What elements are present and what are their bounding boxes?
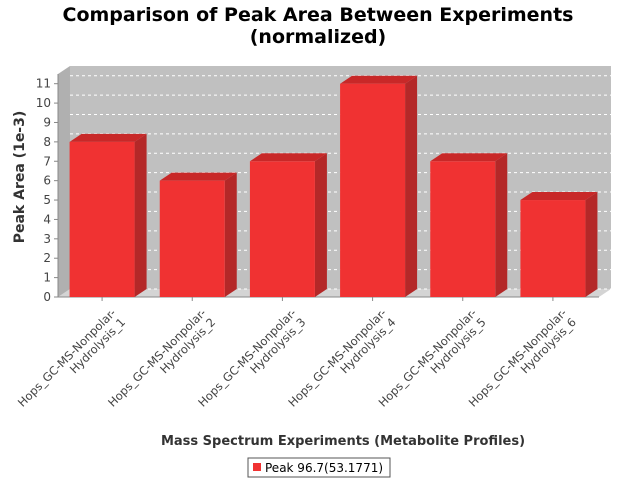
y-tick-label: 1 bbox=[43, 271, 51, 285]
bar bbox=[69, 141, 135, 297]
bar bbox=[430, 161, 496, 297]
bar-side bbox=[405, 75, 418, 298]
y-tick-label: 7 bbox=[43, 154, 51, 168]
y-tick-label: 5 bbox=[43, 193, 51, 207]
y-tick-label: 9 bbox=[43, 115, 51, 129]
x-tick-label-line: Hops_GC-MS-Nonpolar- bbox=[15, 306, 119, 410]
bar-side bbox=[224, 172, 237, 297]
legend-box bbox=[247, 457, 391, 478]
bar bbox=[340, 83, 406, 298]
bar-top bbox=[430, 153, 508, 162]
y-tick-label: 8 bbox=[43, 135, 51, 149]
y-tick-label: 6 bbox=[43, 174, 51, 188]
bar-top bbox=[249, 153, 327, 162]
y-axis-label: Peak Area (1e-3) bbox=[12, 111, 28, 244]
bar-top bbox=[69, 133, 147, 142]
legend-swatch bbox=[253, 463, 261, 471]
y-tick-label: 2 bbox=[43, 251, 51, 265]
y-tick-label: 4 bbox=[43, 212, 51, 226]
bar-top bbox=[340, 75, 418, 84]
chart-title: Comparison of Peak Area Between Experime… bbox=[63, 4, 574, 26]
y-tick-label: 11 bbox=[36, 77, 51, 91]
legend-label: Peak 96.7(53.1771) bbox=[265, 461, 383, 475]
bar bbox=[159, 180, 225, 297]
bar-side bbox=[314, 153, 327, 297]
plot-left-wall bbox=[58, 66, 70, 297]
plot-area: 01234567891011Hops_GC-MS-Nonpolar-Hydrol… bbox=[15, 66, 611, 410]
chart-subtitle: (normalized) bbox=[250, 26, 387, 48]
y-tick-label: 10 bbox=[36, 96, 51, 110]
bar-side bbox=[134, 133, 147, 297]
legend: Peak 96.7(53.1771) bbox=[247, 457, 391, 478]
bar-top bbox=[520, 192, 598, 201]
bar bbox=[249, 161, 315, 297]
bar bbox=[520, 200, 586, 297]
x-axis-label: Mass Spectrum Experiments (Metabolite Pr… bbox=[161, 434, 525, 449]
bar-side bbox=[495, 153, 508, 297]
y-tick-label: 0 bbox=[43, 290, 51, 304]
bar-top bbox=[159, 172, 237, 181]
y-tick-label: 3 bbox=[43, 232, 51, 246]
bar-side bbox=[585, 192, 598, 297]
